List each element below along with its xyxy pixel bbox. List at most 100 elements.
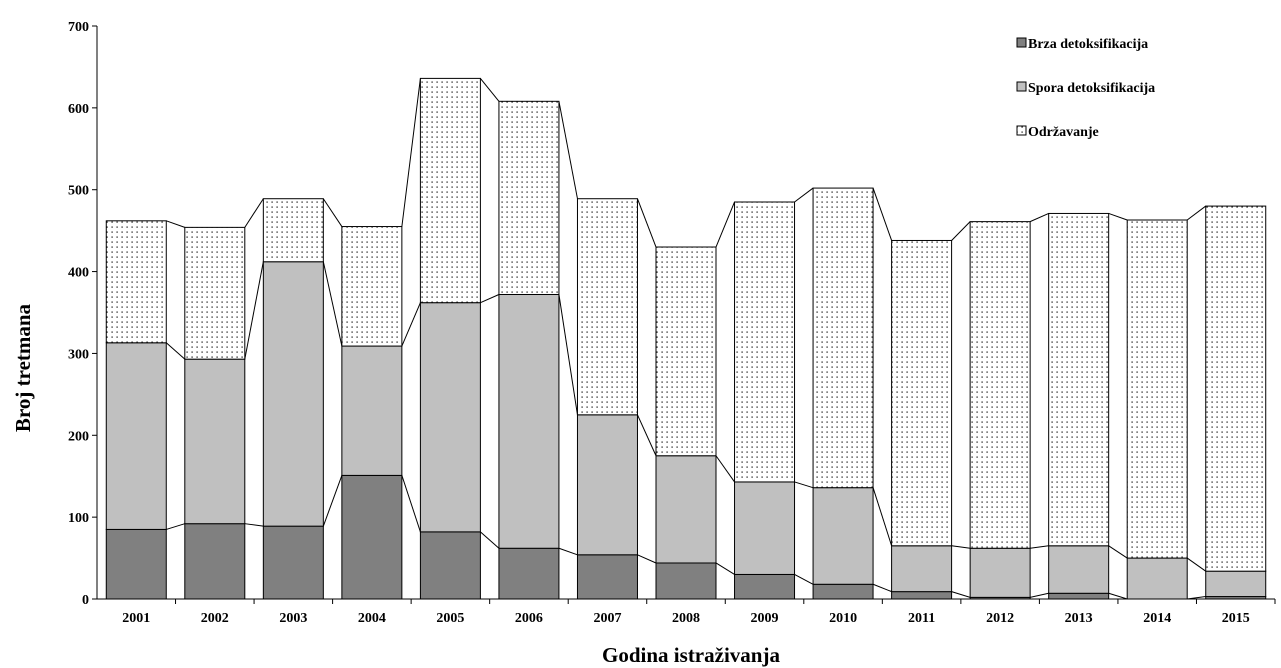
connector-line-odrzavanje: [558, 101, 578, 199]
bar-brza-detoksifikacija-2006: [498, 547, 560, 600]
x-tick-label-2007: 2007: [593, 611, 621, 626]
connector-line-odrzavanje: [794, 187, 814, 203]
connector-line-spora-detoksifikacija: [637, 414, 657, 456]
bar-odrzavanje-2014: [1126, 219, 1188, 559]
bar-odrzavanje-2009: [734, 201, 796, 483]
bar-brza-detoksifikacija-2003: [262, 525, 324, 600]
legend: Brza detoksifikacija Spora detoksifikacij…: [1016, 37, 1155, 140]
bar-spora-detoksifikacija-2008: [655, 455, 717, 564]
bar-odrzavanje-2008: [655, 246, 717, 457]
bar-spora-detoksifikacija-2012: [969, 547, 1031, 598]
bar-spora-detoksifikacija-2003: [262, 261, 324, 527]
bar-brza-detoksifikacija-2004: [341, 474, 403, 600]
connector-line-odrzavanje: [715, 201, 735, 248]
legend-label-spora-detoksifikacija: Spora detoksifikacija: [1028, 81, 1155, 96]
bar-brza-detoksifikacija-2009: [734, 573, 796, 600]
y-axis-ticks: 0 100 200 300 400 500 600 700: [68, 20, 97, 608]
bar-spora-detoksifikacija-2010: [812, 487, 874, 585]
x-tick-label-2006: 2006: [515, 611, 543, 626]
connector-line-brza-detoksifikacija: [637, 554, 657, 564]
connector-line-odrzavanje: [951, 221, 971, 241]
connector-line-brza-detoksifikacija: [480, 531, 500, 549]
bar-odrzavanje-2007: [576, 198, 638, 416]
connector-line-brza-detoksifikacija: [244, 523, 264, 527]
connector-line-brza-detoksifikacija: [1030, 592, 1049, 598]
bar-brza-detoksifikacija-2013: [1048, 592, 1110, 600]
legend-swatch-odrzavanje: [1016, 125, 1027, 136]
y-axis-title: Broj tretmana: [11, 303, 35, 432]
bar-spora-detoksifikacija-2015: [1205, 570, 1267, 598]
bar-spora-detoksifikacija-2005: [419, 302, 481, 533]
x-tick-label-2010: 2010: [829, 611, 857, 626]
x-tick-label-2015: 2015: [1222, 611, 1250, 626]
x-tick-label-2002: 2002: [201, 611, 229, 626]
connector-line-spora-detoksifikacija: [794, 481, 814, 489]
connector-line-spora-detoksifikacija: [558, 294, 578, 415]
bar-spora-detoksifikacija-2002: [184, 358, 246, 525]
connector-line-brza-detoksifikacija: [166, 523, 185, 530]
x-tick-label-2004: 2004: [358, 611, 386, 626]
bar-brza-detoksifikacija-2008: [655, 562, 717, 600]
bar-brza-detoksifikacija-2002: [184, 523, 246, 600]
bar-brza-detoksifikacija-2011: [891, 591, 953, 600]
bar-odrzavanje-2015: [1205, 205, 1267, 572]
bar-spora-detoksifikacija-2007: [576, 414, 638, 556]
connector-line-odrzavanje: [1108, 212, 1128, 221]
x-tick-label-2003: 2003: [279, 611, 307, 626]
legend-label-odrzavanje: Održavanje: [1028, 125, 1099, 140]
connector-line-spora-detoksifikacija: [872, 487, 893, 546]
bar-odrzavanje-2012: [969, 221, 1031, 549]
bar-odrzavanje-2005: [419, 77, 481, 304]
legend-label-brza-detoksifikacija: Brza detoksifikacija: [1028, 37, 1148, 52]
x-tick-label-2013: 2013: [1065, 611, 1093, 626]
bar-odrzavanje-2011: [891, 239, 953, 547]
x-tick-label-2011: 2011: [908, 611, 935, 626]
connector-line-brza-detoksifikacija: [1108, 592, 1128, 600]
y-tick-label: 700: [68, 20, 89, 35]
connector-line-spora-detoksifikacija: [165, 342, 186, 360]
connector-line-spora-detoksifikacija: [480, 294, 500, 304]
bar-spora-detoksifikacija-2014: [1126, 557, 1188, 600]
y-tick-label: 600: [68, 102, 89, 117]
bar-brza-detoksifikacija-2007: [576, 554, 638, 600]
connector-line-brza-detoksifikacija: [794, 574, 814, 585]
bar-odrzavanje-2010: [812, 187, 874, 489]
bar-odrzavanje-2004: [341, 226, 403, 347]
connector-line-odrzavanje: [244, 198, 264, 228]
bar-brza-detoksifikacija-2010: [812, 583, 874, 600]
bar-brza-detoksifikacija-2001: [105, 528, 167, 600]
connector-lines-layer: [165, 78, 1207, 600]
bar-odrzavanje-2002: [184, 226, 246, 360]
legend-swatch-brza-detoksifikacija: [1016, 37, 1027, 48]
y-tick-label: 200: [68, 429, 89, 444]
y-tick-label: 100: [68, 511, 89, 526]
bar-spora-detoksifikacija-2006: [498, 293, 560, 549]
bars-layer: [105, 77, 1267, 600]
bar-spora-detoksifikacija-2013: [1048, 545, 1110, 594]
bar-odrzavanje-2001: [105, 220, 167, 344]
connector-line-odrzavanje: [1186, 205, 1207, 221]
connector-line-spora-detoksifikacija: [1186, 557, 1207, 572]
connector-line-spora-detoksifikacija: [715, 455, 735, 483]
x-tick-label-2001: 2001: [122, 611, 150, 626]
connector-line-spora-detoksifikacija: [244, 261, 264, 360]
bar-brza-detoksifikacija-2005: [419, 531, 481, 600]
connector-line-odrzavanje: [872, 187, 893, 241]
x-tick-label-2014: 2014: [1143, 611, 1171, 626]
connector-line-brza-detoksifikacija: [558, 547, 578, 556]
connector-line-odrzavanje: [322, 198, 343, 227]
bar-odrzavanje-2006: [498, 100, 560, 295]
x-tick-label-2009: 2009: [751, 611, 779, 626]
bar-spora-detoksifikacija-2004: [341, 345, 403, 476]
x-tick-label-2012: 2012: [986, 611, 1014, 626]
y-tick-label: 400: [68, 266, 89, 281]
connector-line-brza-detoksifikacija: [401, 475, 421, 533]
connector-line-brza-detoksifikacija: [872, 583, 892, 593]
bar-odrzavanje-2003: [262, 198, 324, 263]
connector-line-brza-detoksifikacija: [715, 562, 735, 575]
connector-line-brza-detoksifikacija: [322, 475, 343, 527]
connector-line-spora-detoksifikacija: [1108, 545, 1128, 559]
x-axis-title: Godina istraživanja: [602, 643, 780, 667]
